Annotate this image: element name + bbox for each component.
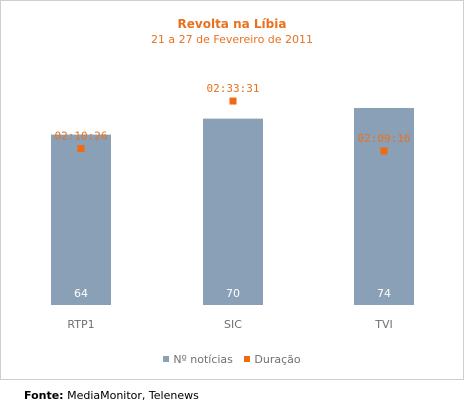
bar-sic — [203, 118, 263, 305]
source-note: Fonte: MediaMonitor, Telenews — [24, 389, 199, 402]
bar-value-label-sic: 70 — [226, 287, 240, 300]
bar-rtp1 — [51, 134, 111, 305]
category-label-rtp1: RTP1 — [67, 318, 94, 331]
legend-item-duration: Duração — [244, 353, 301, 366]
duration-marker-tvi — [380, 147, 388, 155]
chart-title: Revolta na Líbia — [177, 17, 287, 31]
duration-marker-rtp1 — [77, 145, 85, 153]
legend-label-news: Nº notícias — [173, 353, 233, 366]
chart-subtitle: 21 a 27 de Fevereiro de 2011 — [150, 33, 314, 46]
duration-label-tvi: 02:09:16 — [358, 132, 411, 145]
category-label-tvi: TVI — [374, 318, 393, 331]
duration-label-sic: 02:33:31 — [207, 82, 260, 95]
chart-legend: Nº notícias Duração — [0, 353, 464, 366]
legend-item-news: Nº notícias — [163, 353, 233, 366]
bar-chart: 64 02:10:26 RTP1 70 02:33:31 SIC 74 02:09:16 TVI — [51, 82, 414, 331]
category-label-sic: SIC — [224, 318, 242, 331]
bar-value-label-tvi: 74 — [377, 287, 391, 300]
bar-value-label-rtp1: 64 — [74, 287, 88, 300]
legend-label-duration: Duração — [254, 353, 301, 366]
duration-label-rtp1: 02:10:26 — [55, 130, 108, 143]
source-text: MediaMonitor, Telenews — [67, 389, 199, 402]
source-label: Fonte: — [24, 389, 64, 402]
legend-swatch-duration — [244, 356, 251, 362]
bar-tvi — [354, 107, 414, 305]
duration-marker-sic — [229, 97, 237, 105]
legend-swatch-news — [163, 356, 170, 362]
